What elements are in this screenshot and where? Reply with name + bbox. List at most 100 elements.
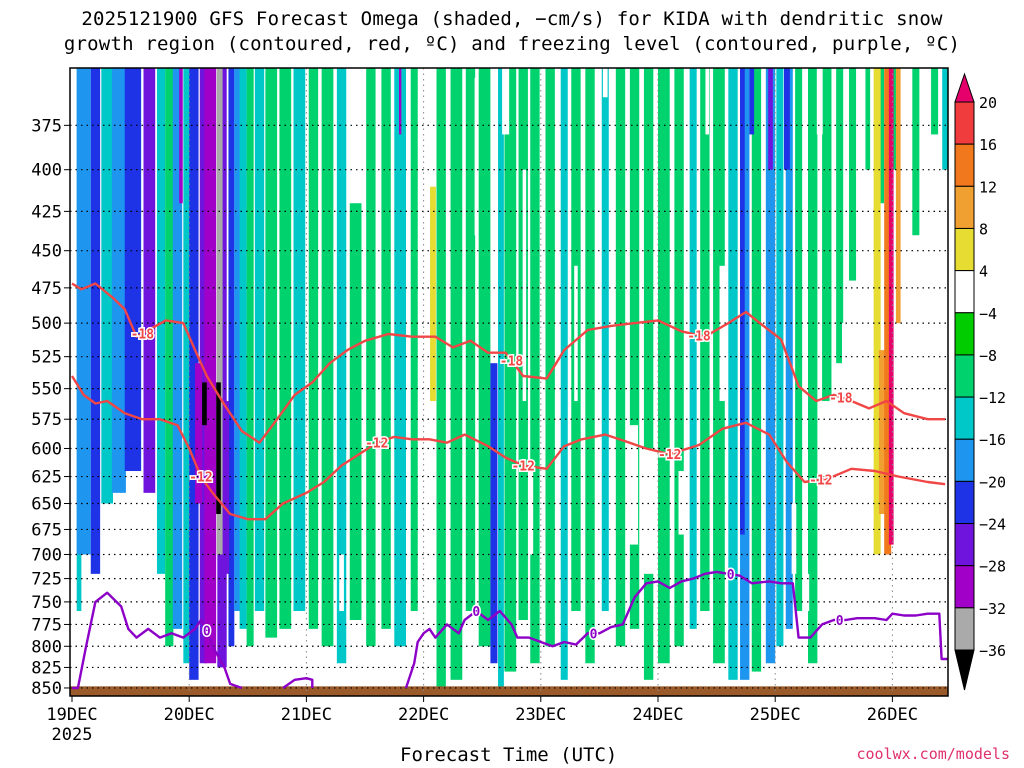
colorbar-box bbox=[954, 312, 975, 356]
omega-column bbox=[204, 68, 217, 664]
freezing-level-label: 0 bbox=[203, 625, 211, 640]
omega-patch bbox=[202, 382, 207, 426]
colorbar-label: −8 bbox=[979, 347, 997, 365]
colorbar-label: −32 bbox=[979, 600, 1006, 618]
omega-patch bbox=[398, 68, 402, 135]
omega-patch bbox=[909, 425, 918, 555]
omega-patch bbox=[474, 77, 479, 236]
omega-patch bbox=[719, 265, 726, 402]
omega-patch bbox=[705, 68, 709, 135]
omega-column bbox=[254, 68, 265, 612]
omega-patch bbox=[939, 611, 944, 647]
omega-patch bbox=[804, 573, 810, 612]
omega-patch bbox=[216, 68, 223, 555]
omega-patch bbox=[924, 401, 932, 504]
omega-patch bbox=[130, 628, 136, 655]
omega-column bbox=[891, 68, 899, 170]
omega-column bbox=[234, 68, 241, 612]
omega-column bbox=[76, 68, 91, 555]
omega-column bbox=[293, 68, 306, 612]
omega-column bbox=[111, 68, 126, 493]
x-tick-label: 21DEC bbox=[281, 705, 332, 725]
omega-patch bbox=[902, 68, 910, 402]
omega-column bbox=[189, 68, 199, 680]
colorbar-top-arrow bbox=[954, 72, 975, 103]
isotherm-minus18-label: -18 bbox=[131, 327, 155, 342]
omega-column bbox=[436, 68, 446, 688]
chart-title-line-2: growth region (contoured, red, ºC) and f… bbox=[63, 33, 961, 55]
omega-patch bbox=[816, 68, 823, 135]
plot-frame bbox=[69, 67, 949, 697]
omega-column bbox=[751, 68, 762, 672]
ground-fill bbox=[70, 686, 948, 696]
colorbar-label: −4 bbox=[979, 305, 997, 323]
isotherm-minus12-label: -12 bbox=[365, 437, 388, 452]
omega-patch bbox=[195, 363, 203, 504]
contour-layer: -18 -18 -18 -18 -12 -12 -12 -12 -12 0 0 0 0 0 bbox=[70, 282, 948, 690]
omega-column bbox=[836, 68, 844, 364]
omega-column bbox=[498, 68, 504, 688]
omega-patch bbox=[502, 68, 510, 135]
x-tick-label: 25DEC bbox=[750, 705, 801, 725]
omega-column bbox=[478, 68, 491, 647]
omega-column bbox=[465, 68, 476, 612]
colorbar-box bbox=[954, 101, 975, 145]
omega-column bbox=[629, 68, 640, 629]
omega-column bbox=[156, 68, 166, 574]
omega-column bbox=[643, 68, 654, 680]
freezing-level-label: 0 bbox=[472, 605, 480, 620]
omega-patch bbox=[878, 350, 885, 515]
omega-column bbox=[545, 68, 555, 647]
freezing-level-label: 0 bbox=[836, 614, 844, 629]
x-tick-label: 23DEC bbox=[515, 705, 566, 725]
credit-link[interactable]: coolwx.com/models bbox=[856, 745, 1010, 763]
omega-column bbox=[560, 68, 568, 680]
omega-column bbox=[601, 68, 609, 612]
omega-column bbox=[713, 68, 725, 664]
freezing-level bbox=[282, 677, 314, 689]
y-tick-label: 475 bbox=[31, 279, 62, 299]
y-tick-label: 850 bbox=[31, 679, 62, 699]
x-tick-label: 22DEC bbox=[398, 705, 449, 725]
omega-column bbox=[530, 68, 540, 664]
omega-column bbox=[849, 68, 857, 281]
omega-patch bbox=[574, 265, 578, 402]
x-axis-title: Forecast Time (UTC) bbox=[400, 744, 618, 766]
colorbar-box bbox=[954, 396, 975, 440]
y-tick-label: 650 bbox=[31, 495, 62, 515]
y-tick-label: 825 bbox=[31, 658, 62, 678]
omega-patch bbox=[522, 169, 527, 402]
y-tick-label: 375 bbox=[31, 116, 62, 136]
omega-patch bbox=[842, 323, 854, 574]
y-tick-label: 700 bbox=[31, 545, 62, 565]
omega-patch bbox=[860, 68, 866, 324]
y-tick-label: 775 bbox=[31, 615, 62, 635]
omega-column bbox=[658, 68, 670, 664]
colorbar-box bbox=[954, 143, 975, 187]
omega-patch bbox=[791, 503, 797, 574]
colorbar-box bbox=[954, 227, 975, 272]
omega-patch bbox=[895, 68, 901, 324]
colorbar-box bbox=[954, 354, 975, 398]
omega-column bbox=[239, 68, 247, 629]
colorbar-box bbox=[954, 480, 975, 525]
omega-patch bbox=[888, 68, 894, 545]
omega-column bbox=[90, 68, 101, 574]
isotherm-minus12-label: -12 bbox=[809, 474, 832, 489]
colorbar-box bbox=[954, 438, 975, 482]
y-tick-label: 725 bbox=[31, 570, 62, 590]
colorbar-bottom-arrow bbox=[954, 649, 975, 691]
omega-patch bbox=[179, 68, 183, 204]
colorbar-label: −28 bbox=[979, 558, 1006, 576]
omega-column bbox=[912, 68, 920, 236]
omega-patch bbox=[768, 68, 773, 170]
omega-patch bbox=[749, 68, 755, 135]
omega-patch bbox=[430, 186, 436, 402]
omega-patch bbox=[783, 68, 790, 170]
freezing-level bbox=[404, 570, 948, 689]
omega-patch bbox=[339, 554, 344, 612]
omega-patch bbox=[130, 544, 136, 612]
omega-column bbox=[246, 68, 254, 647]
omega-column bbox=[765, 68, 776, 664]
